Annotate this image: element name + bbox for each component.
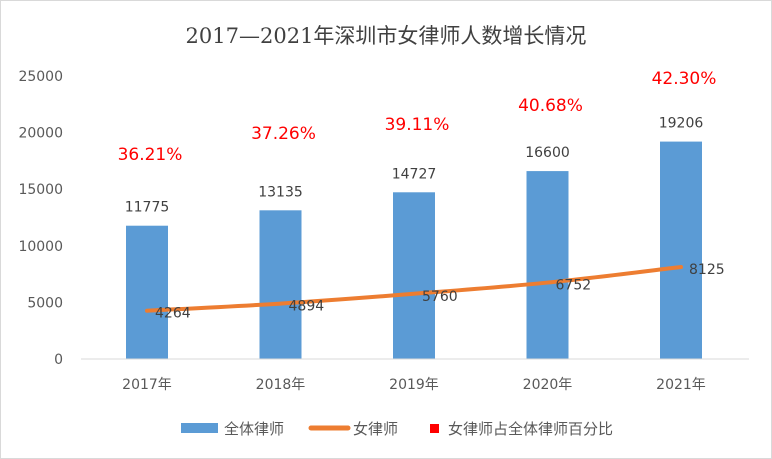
bar-2021年 (660, 141, 702, 359)
bar-2017年 (126, 225, 168, 359)
line-female-lawyers (145, 265, 683, 313)
y-tick-label: 15000 (18, 182, 63, 198)
x-tick-label: 2020年 (523, 377, 573, 393)
bar-2018年 (259, 210, 302, 359)
bar-data-label: 16600 (525, 145, 570, 161)
x-tick-label: 2021年 (656, 377, 706, 393)
line-data-label: 6752 (556, 278, 592, 294)
x-tick-label: 2018年 (256, 377, 306, 393)
y-tick-label: 20000 (18, 126, 63, 142)
percentage-label: 36.21% (118, 145, 183, 165)
legend-swatch-percentage (430, 424, 439, 433)
y-tick-label: 25000 (18, 69, 63, 85)
bar-data-label: 19206 (659, 116, 704, 132)
x-tick-label: 2017年 (122, 377, 172, 393)
x-tick-label: 2019年 (389, 377, 439, 393)
legend-label-all-lawyers: 全体律师 (224, 420, 284, 438)
y-tick-label: 10000 (18, 239, 63, 255)
percentage-label: 40.68% (518, 96, 583, 116)
legend-swatch-all-lawyers (181, 423, 218, 433)
percentage-label: 39.11% (385, 115, 450, 135)
percentage-label: 42.30% (652, 69, 717, 89)
legend: 全体律师 女律师 女律师占全体律师百分比 (181, 420, 613, 438)
line-data-label: 5760 (422, 289, 458, 305)
percentage-label: 37.26% (251, 124, 316, 144)
bar-data-label: 13135 (258, 184, 303, 200)
bar-data-label: 11775 (125, 200, 170, 216)
bar-data-label: 14727 (392, 166, 437, 182)
line-data-label: 4894 (289, 299, 325, 315)
legend-label-female-lawyers: 女律师 (353, 420, 398, 438)
bar-2019年 (393, 192, 435, 359)
chart-title: 2017—2021年深圳市女律师人数增长情况 (186, 24, 587, 48)
y-tick-label: 5000 (27, 295, 63, 311)
y-tick-label: 0 (54, 352, 63, 368)
legend-label-percentage: 女律师占全体律师百分比 (448, 420, 613, 438)
bar-2020年 (526, 171, 569, 359)
line-data-label: 4264 (155, 306, 191, 322)
line-data-label: 8125 (689, 262, 725, 278)
